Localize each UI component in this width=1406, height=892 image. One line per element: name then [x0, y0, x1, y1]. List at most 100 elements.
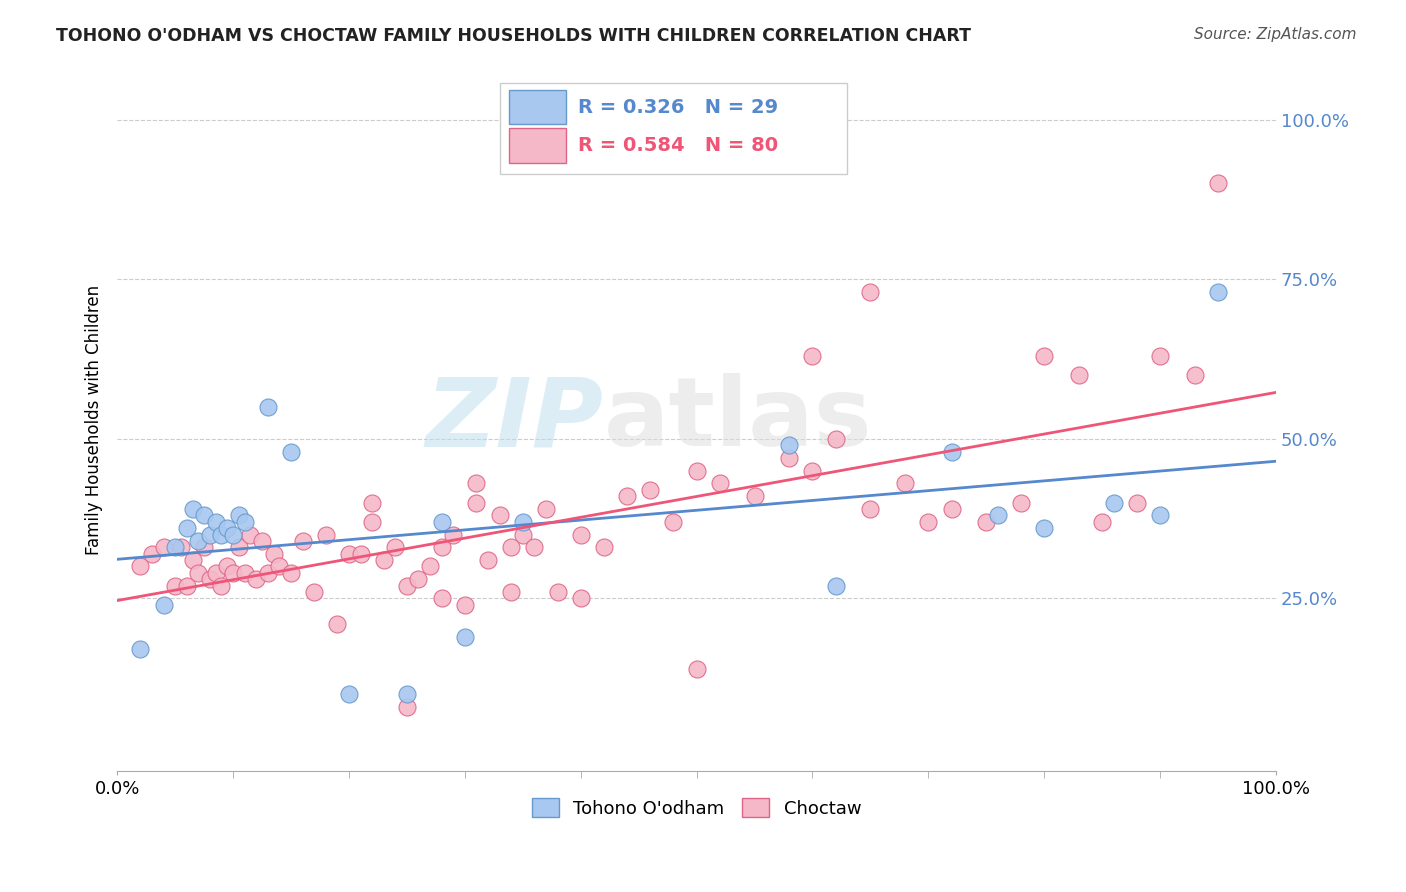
Point: [1149, 349, 1171, 363]
Point: [222, 566, 245, 580]
FancyBboxPatch shape: [509, 89, 565, 124]
Point: [987, 508, 1010, 523]
Point: [245, 572, 267, 586]
Legend: Tohono O'odham, Choctaw: Tohono O'odham, Choctaw: [524, 791, 869, 825]
Point: [592, 541, 614, 555]
Point: [256, 400, 278, 414]
Point: [315, 527, 337, 541]
Point: [165, 578, 187, 592]
Point: [547, 585, 569, 599]
Point: [187, 533, 209, 548]
Point: [193, 541, 215, 555]
Point: [801, 349, 824, 363]
Point: [941, 502, 963, 516]
Point: [744, 489, 766, 503]
Text: Source: ZipAtlas.com: Source: ZipAtlas.com: [1194, 27, 1357, 42]
Text: ZIP: ZIP: [426, 373, 603, 467]
Point: [337, 687, 360, 701]
Point: [859, 285, 882, 299]
Point: [165, 541, 187, 555]
Point: [141, 547, 163, 561]
Point: [181, 502, 204, 516]
Point: [361, 495, 384, 509]
Point: [211, 578, 233, 592]
Point: [709, 476, 731, 491]
Point: [778, 450, 800, 465]
Point: [280, 566, 302, 580]
Point: [1184, 368, 1206, 382]
Point: [512, 515, 534, 529]
Point: [129, 559, 152, 574]
Point: [211, 527, 233, 541]
Point: [152, 541, 174, 555]
Point: [512, 527, 534, 541]
Point: [384, 541, 406, 555]
Point: [233, 515, 256, 529]
Point: [1010, 495, 1032, 509]
Point: [228, 541, 250, 555]
Point: [408, 572, 430, 586]
Point: [569, 527, 592, 541]
Point: [824, 432, 846, 446]
Point: [685, 464, 707, 478]
Point: [349, 547, 371, 561]
Point: [917, 515, 939, 529]
Point: [263, 547, 285, 561]
Point: [129, 642, 152, 657]
Point: [187, 566, 209, 580]
Point: [419, 559, 441, 574]
Point: [894, 476, 917, 491]
Point: [217, 521, 239, 535]
Point: [193, 508, 215, 523]
Point: [176, 521, 198, 535]
Point: [239, 527, 262, 541]
Point: [662, 515, 685, 529]
Point: [395, 578, 418, 592]
Point: [1126, 495, 1149, 509]
Point: [1091, 515, 1114, 529]
Point: [824, 578, 846, 592]
Point: [974, 515, 997, 529]
Point: [430, 591, 453, 606]
Point: [228, 508, 250, 523]
Point: [685, 662, 707, 676]
Point: [170, 541, 193, 555]
Point: [233, 566, 256, 580]
Point: [441, 527, 464, 541]
Point: [1149, 508, 1171, 523]
Point: [395, 699, 418, 714]
Point: [250, 533, 273, 548]
Point: [430, 515, 453, 529]
Point: [337, 547, 360, 561]
Text: TOHONO O'ODHAM VS CHOCTAW FAMILY HOUSEHOLDS WITH CHILDREN CORRELATION CHART: TOHONO O'ODHAM VS CHOCTAW FAMILY HOUSEHO…: [56, 27, 972, 45]
Point: [181, 553, 204, 567]
Point: [454, 630, 477, 644]
FancyBboxPatch shape: [499, 83, 848, 174]
Text: R = 0.584   N = 80: R = 0.584 N = 80: [578, 136, 779, 155]
Point: [859, 502, 882, 516]
Point: [569, 591, 592, 606]
Point: [222, 527, 245, 541]
Point: [1206, 177, 1229, 191]
Point: [638, 483, 661, 497]
Point: [1033, 349, 1056, 363]
Point: [152, 598, 174, 612]
Point: [176, 578, 198, 592]
Point: [801, 464, 824, 478]
Point: [477, 553, 499, 567]
Point: [1033, 521, 1056, 535]
Y-axis label: Family Households with Children: Family Households with Children: [86, 285, 103, 555]
FancyBboxPatch shape: [509, 128, 565, 162]
Text: atlas: atlas: [603, 373, 873, 467]
Point: [291, 533, 314, 548]
Text: R = 0.326   N = 29: R = 0.326 N = 29: [578, 97, 779, 117]
Point: [361, 515, 384, 529]
Point: [326, 616, 349, 631]
Point: [302, 585, 325, 599]
Point: [616, 489, 638, 503]
Point: [1102, 495, 1125, 509]
Point: [534, 502, 557, 516]
Point: [778, 438, 800, 452]
Point: [488, 508, 510, 523]
Point: [430, 541, 453, 555]
